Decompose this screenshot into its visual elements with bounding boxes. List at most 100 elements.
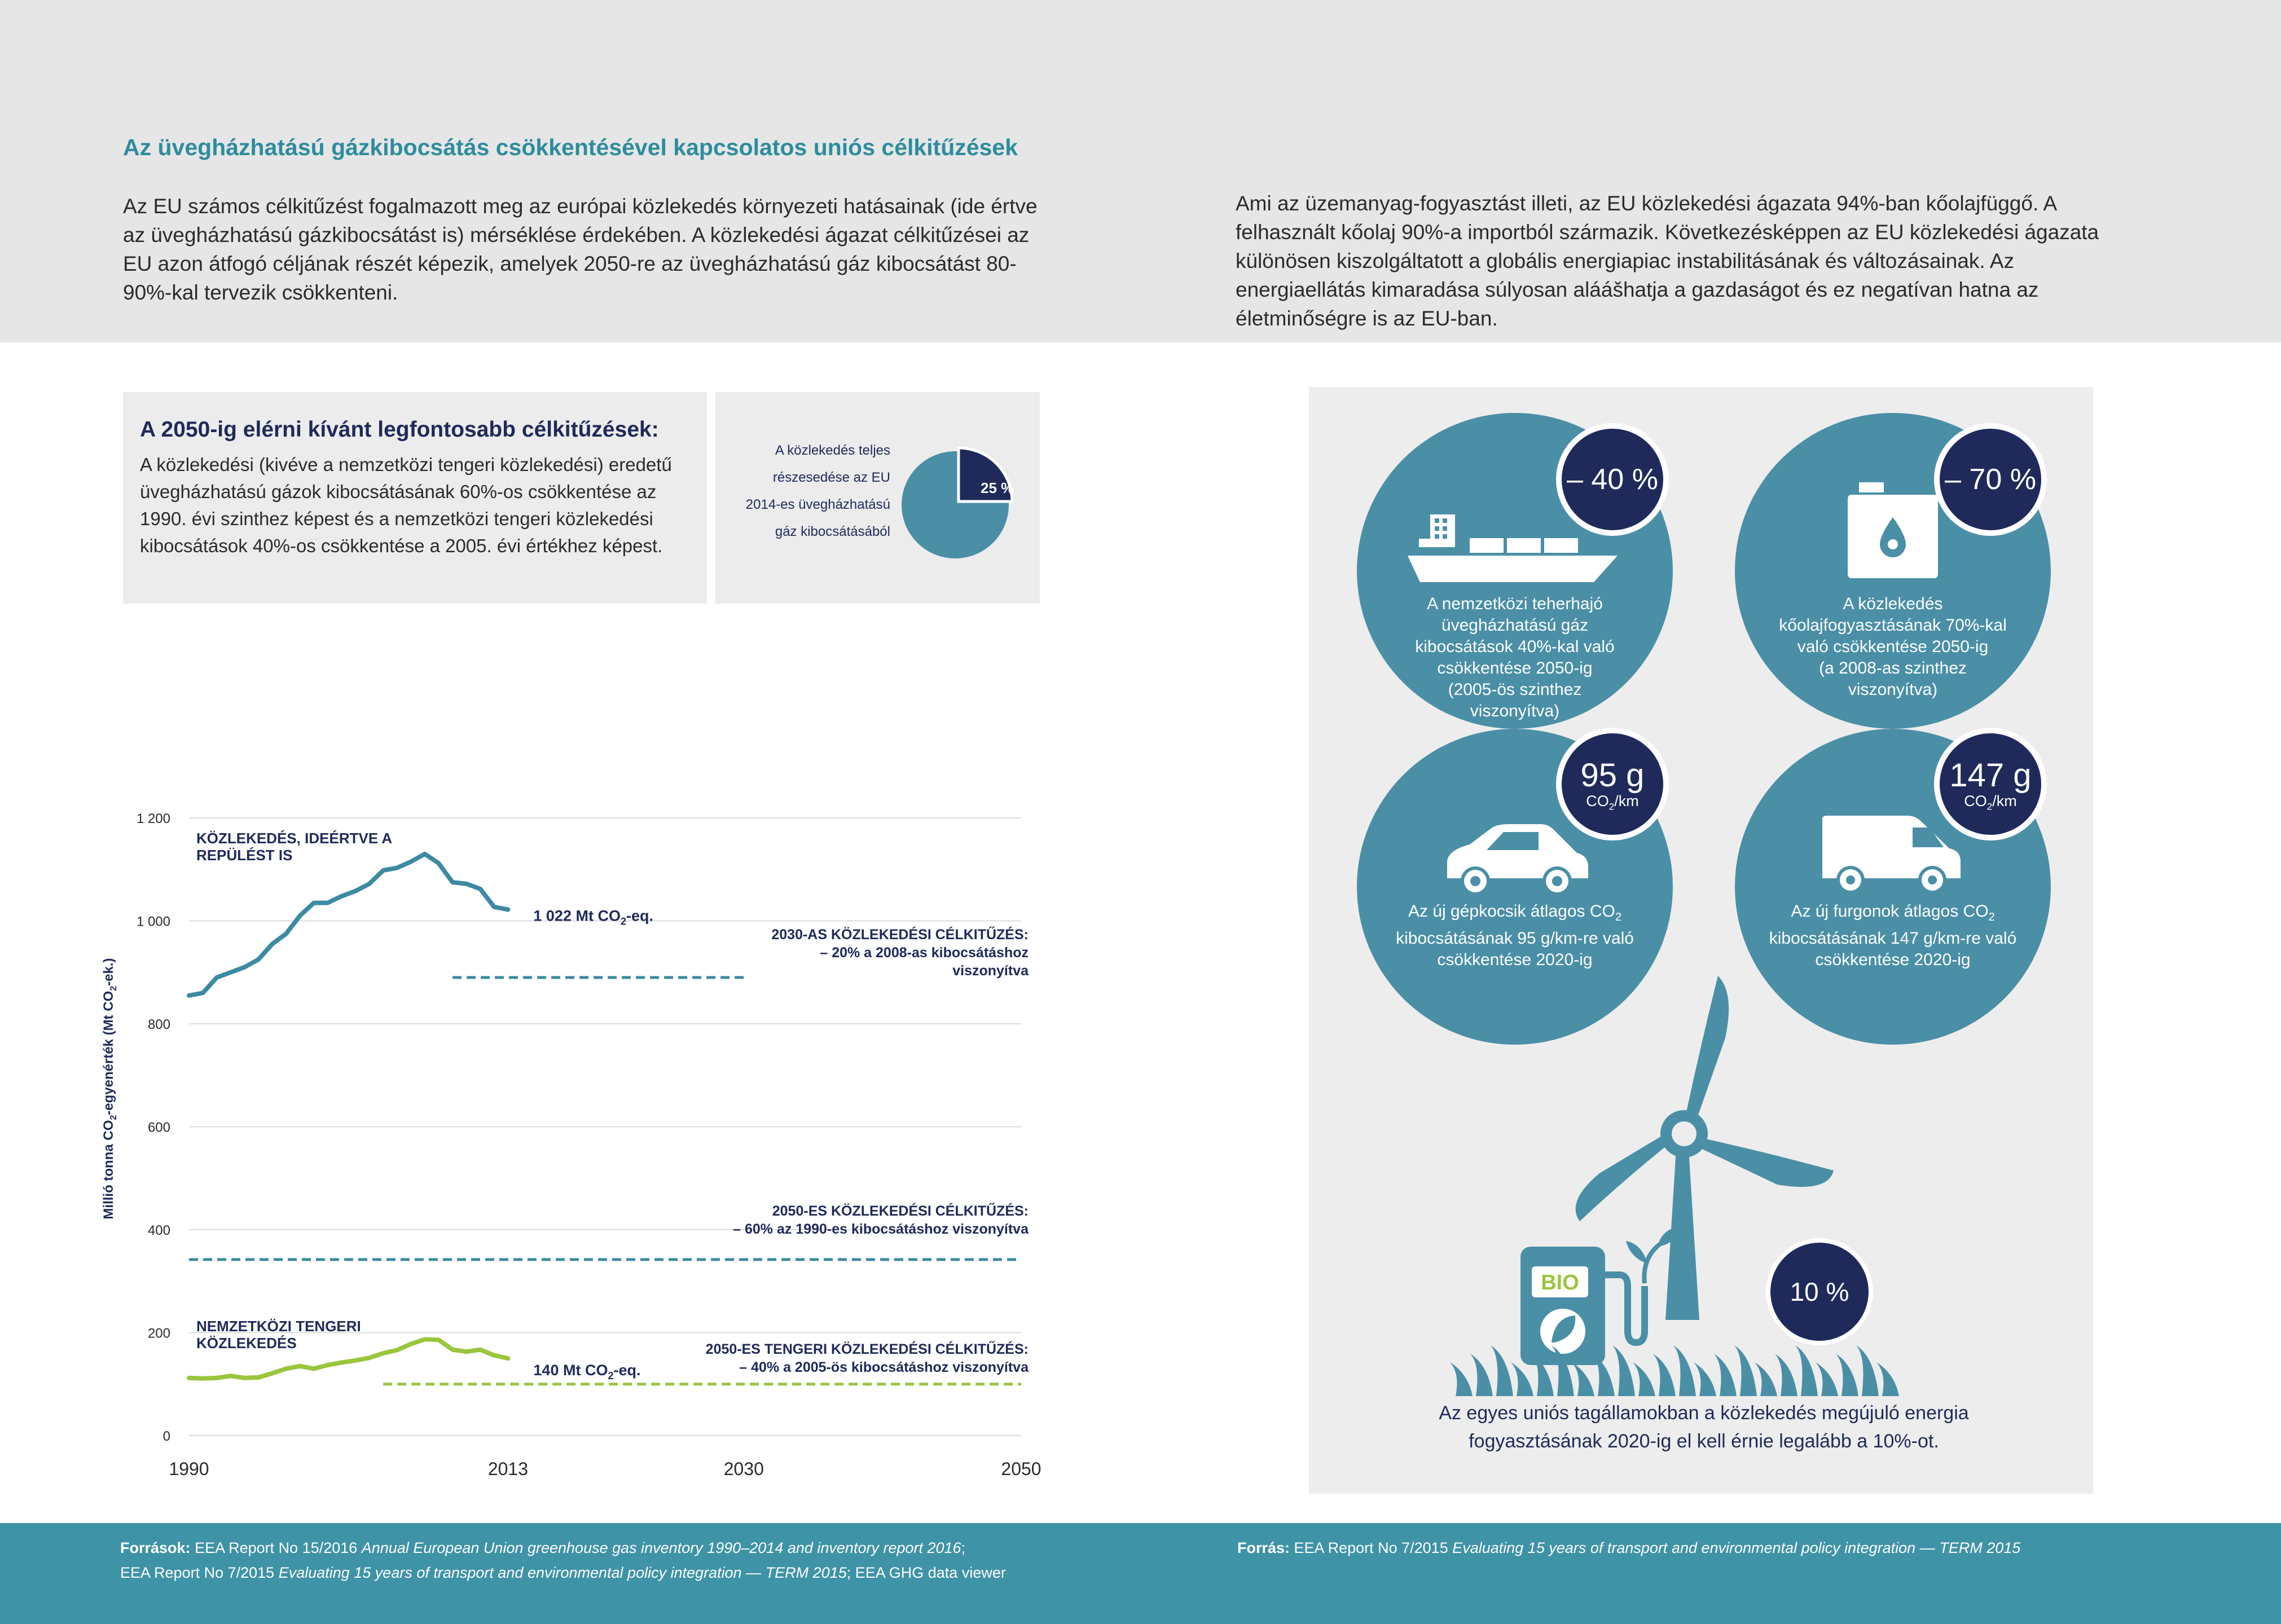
car-goal-circle: Az új gépkocsik átlagos CO2 kibocsátásán…: [1357, 729, 1673, 1045]
goals-box: A 2050-ig elérni kívánt legfontosabb cél…: [123, 392, 707, 604]
pie-transport-slice: [957, 446, 1014, 503]
x-tick-label: 2050: [1001, 1459, 1041, 1479]
series-end-label: 1 022 Mt CO2-eq.: [533, 907, 653, 927]
grass-blade: [1511, 1362, 1533, 1396]
y-tick-label: 800: [148, 1017, 170, 1032]
grass-blade: [1734, 1345, 1757, 1396]
share-label-line: 2014-es üvegházhatású: [745, 497, 890, 512]
caption-line: csökkentése 2050-ig: [1437, 659, 1593, 677]
grass-blade: [1450, 1362, 1473, 1396]
bio-pump-label: BIO: [1541, 1271, 1579, 1295]
x-tick-label: 2030: [724, 1459, 764, 1479]
caption-line: Az új furgonok átlagos CO2: [1769, 901, 2017, 928]
target-label: – 60% az 1990-es kibocsátáshoz viszonyít…: [733, 1221, 1029, 1237]
footer-text: EEA Report No 7/2015: [120, 1564, 279, 1581]
caption-line: kibocsátásának 95 g/km-re való: [1396, 929, 1634, 948]
target-label: 2050-ES TENGERI KÖZLEKEDÉSI CÉLKITŰZÉS:: [706, 1341, 1029, 1357]
caption-text: Az új furgonok átlagos CO: [1791, 902, 1989, 921]
grass-decoration: [1450, 1345, 1899, 1396]
caption-line: való csökkentése 2050-ig: [1797, 637, 1989, 656]
footer-label: Források:: [120, 1539, 191, 1556]
emissions-line-chart: 0 200 400 600 800 1 000 1 200 1990 2013 2030 2050…: [101, 811, 1041, 1479]
y-tick-label: 0: [163, 1429, 170, 1444]
unit-text: CO: [1964, 793, 1987, 809]
caption-line: csökkentése 2020-ig: [1815, 950, 1971, 969]
van-goal-circle: Az új furgonok átlagos CO2 kibocsátásána…: [1735, 729, 2051, 1045]
grass-blade: [1856, 1345, 1879, 1396]
y-axis-ticks: 0 200 400 600 800 1 000 1 200: [137, 811, 170, 1444]
caption-subscript: 2: [1988, 911, 1995, 923]
footer-text: EEA Report No 15/2016: [195, 1539, 362, 1556]
footer-text: EEA Report No 7/2015: [1290, 1539, 1453, 1556]
share-label-line: A közlekedés teljes: [775, 443, 890, 458]
footer-band: [0, 1523, 2281, 1624]
van-icon: [1822, 816, 1961, 894]
target-label: 2050-ES KÖZLEKEDÉSI CÉLKITŰZÉS:: [772, 1203, 1029, 1219]
y-tick-label: 200: [148, 1326, 170, 1341]
footer-line: EEA Report No 7/2015 Evaluating 15 years…: [120, 1560, 1006, 1585]
grass-blade: [1775, 1354, 1797, 1396]
oil-goal-caption: A közlekedés kőolajfogyasztásának 70%-ka…: [1769, 593, 2017, 701]
share-box: A közlekedés teljes részesedése az EU 20…: [715, 392, 1040, 604]
caption-line: viszonyítva): [1470, 702, 1560, 720]
grass-blade: [1633, 1362, 1655, 1396]
grass-blade: [1491, 1345, 1513, 1396]
grid-lines: [189, 817, 1021, 1436]
share-pie-chart: 25 %: [902, 446, 1014, 558]
grass-blade: [1531, 1354, 1554, 1396]
caption-line: A közlekedés: [1843, 595, 1943, 613]
series-line: [187, 1337, 511, 1381]
oil-barrel-icon: [1848, 482, 1938, 578]
caption-text: Az új gépkocsik átlagos CO: [1408, 902, 1615, 921]
footer-line: Források: EEA Report No 15/2016 Annual E…: [120, 1535, 1006, 1560]
badge-unit: CO2/km: [1940, 793, 2041, 815]
y-tick-label: 600: [148, 1120, 170, 1136]
oil-goal-badge: – 70 %: [1934, 423, 2047, 536]
footer-title: Annual European Union greenhouse gas inv…: [361, 1539, 961, 1556]
footer-label: Forrás:: [1237, 1539, 1290, 1556]
van-goal-caption: Az új furgonok átlagos CO2 kibocsátásána…: [1769, 901, 2017, 971]
footer-title: Evaluating 15 years of transport and env…: [1452, 1539, 2021, 1556]
wind-turbine-icon: [1575, 976, 1834, 1320]
goals-text: A közlekedési (kivéve a nemzetközi tenge…: [140, 454, 672, 556]
bio-goal-caption: Az egyes uniós tagállamokban a közlekedé…: [1439, 1402, 1969, 1452]
caption-line: viszonyítva): [1848, 680, 1938, 699]
caption-line: kibocsátásának 147 g/km-re való: [1769, 929, 2017, 948]
car-goal-caption: Az új gépkocsik átlagos CO2 kibocsátásán…: [1391, 901, 1639, 971]
intro-left-paragraph: Az EU számos célkitűzést fogalmazott meg…: [123, 195, 1038, 304]
grass-blade: [1612, 1345, 1635, 1396]
page-title: Az üvegházhatású gázkibocsátás csökkenté…: [123, 134, 1018, 160]
unit-text: CO: [1586, 793, 1609, 809]
grass-blade: [1795, 1345, 1818, 1396]
van-goal-badge: 147 g CO2/km: [1934, 728, 2047, 840]
caption-line: kőolajfogyasztásának 70%-kal: [1779, 616, 2007, 635]
series-name-label: KÖZLEKEDÉS: [196, 1335, 297, 1352]
x-tick-label: 2013: [488, 1459, 528, 1479]
grass-blade: [1755, 1362, 1777, 1396]
target-label: – 40% a 2005-ös kibocsátáshoz viszonyítv…: [739, 1359, 1029, 1375]
cargo-ship-icon: [1408, 514, 1618, 582]
footer-text: ;: [961, 1539, 966, 1556]
unit-text: /km: [1614, 793, 1639, 809]
target-label: – 20% a 2008-as kibocsátáshoz: [820, 945, 1029, 961]
caption-line: (a 2008-as szinthez: [1819, 659, 1967, 677]
y-tick-label: 1 000: [137, 914, 170, 930]
header-band: [0, 0, 2281, 342]
footer-sources-right: Forrás: EEA Report No 7/2015 Evaluating …: [1237, 1535, 2020, 1560]
bio-goal-badge: 10 %: [1766, 1238, 1873, 1345]
badge-value: – 40 %: [1567, 463, 1658, 496]
badge-value: 147 g: [1949, 757, 2032, 794]
series-end-label: 140 Mt CO2-eq.: [533, 1362, 640, 1381]
grass-blade: [1714, 1354, 1737, 1396]
badge-value: – 70 %: [1945, 463, 2036, 496]
footer-text: ; EEA GHG data viewer: [846, 1564, 1006, 1581]
chart-labels: 2030-AS KÖZLEKEDÉSI CÉLKITŰZÉS: – 20% a 2…: [196, 830, 1029, 1381]
ship-goal-circle: A nemzetközi teherhajó üvegházhatású gáz…: [1357, 413, 1673, 729]
caption-subscript: 2: [1615, 911, 1621, 923]
footer-title: Evaluating 15 years of transport and env…: [278, 1564, 847, 1581]
unit-subscript: 2: [1986, 801, 1993, 812]
ship-goal-caption: A nemzetközi teherhajó üvegházhatású gáz…: [1391, 593, 1639, 722]
badge-value: 10 %: [1790, 1277, 1849, 1306]
unit-text: /km: [1992, 793, 2017, 809]
caption-line: kibocsátások 40%-kal való: [1415, 637, 1615, 656]
